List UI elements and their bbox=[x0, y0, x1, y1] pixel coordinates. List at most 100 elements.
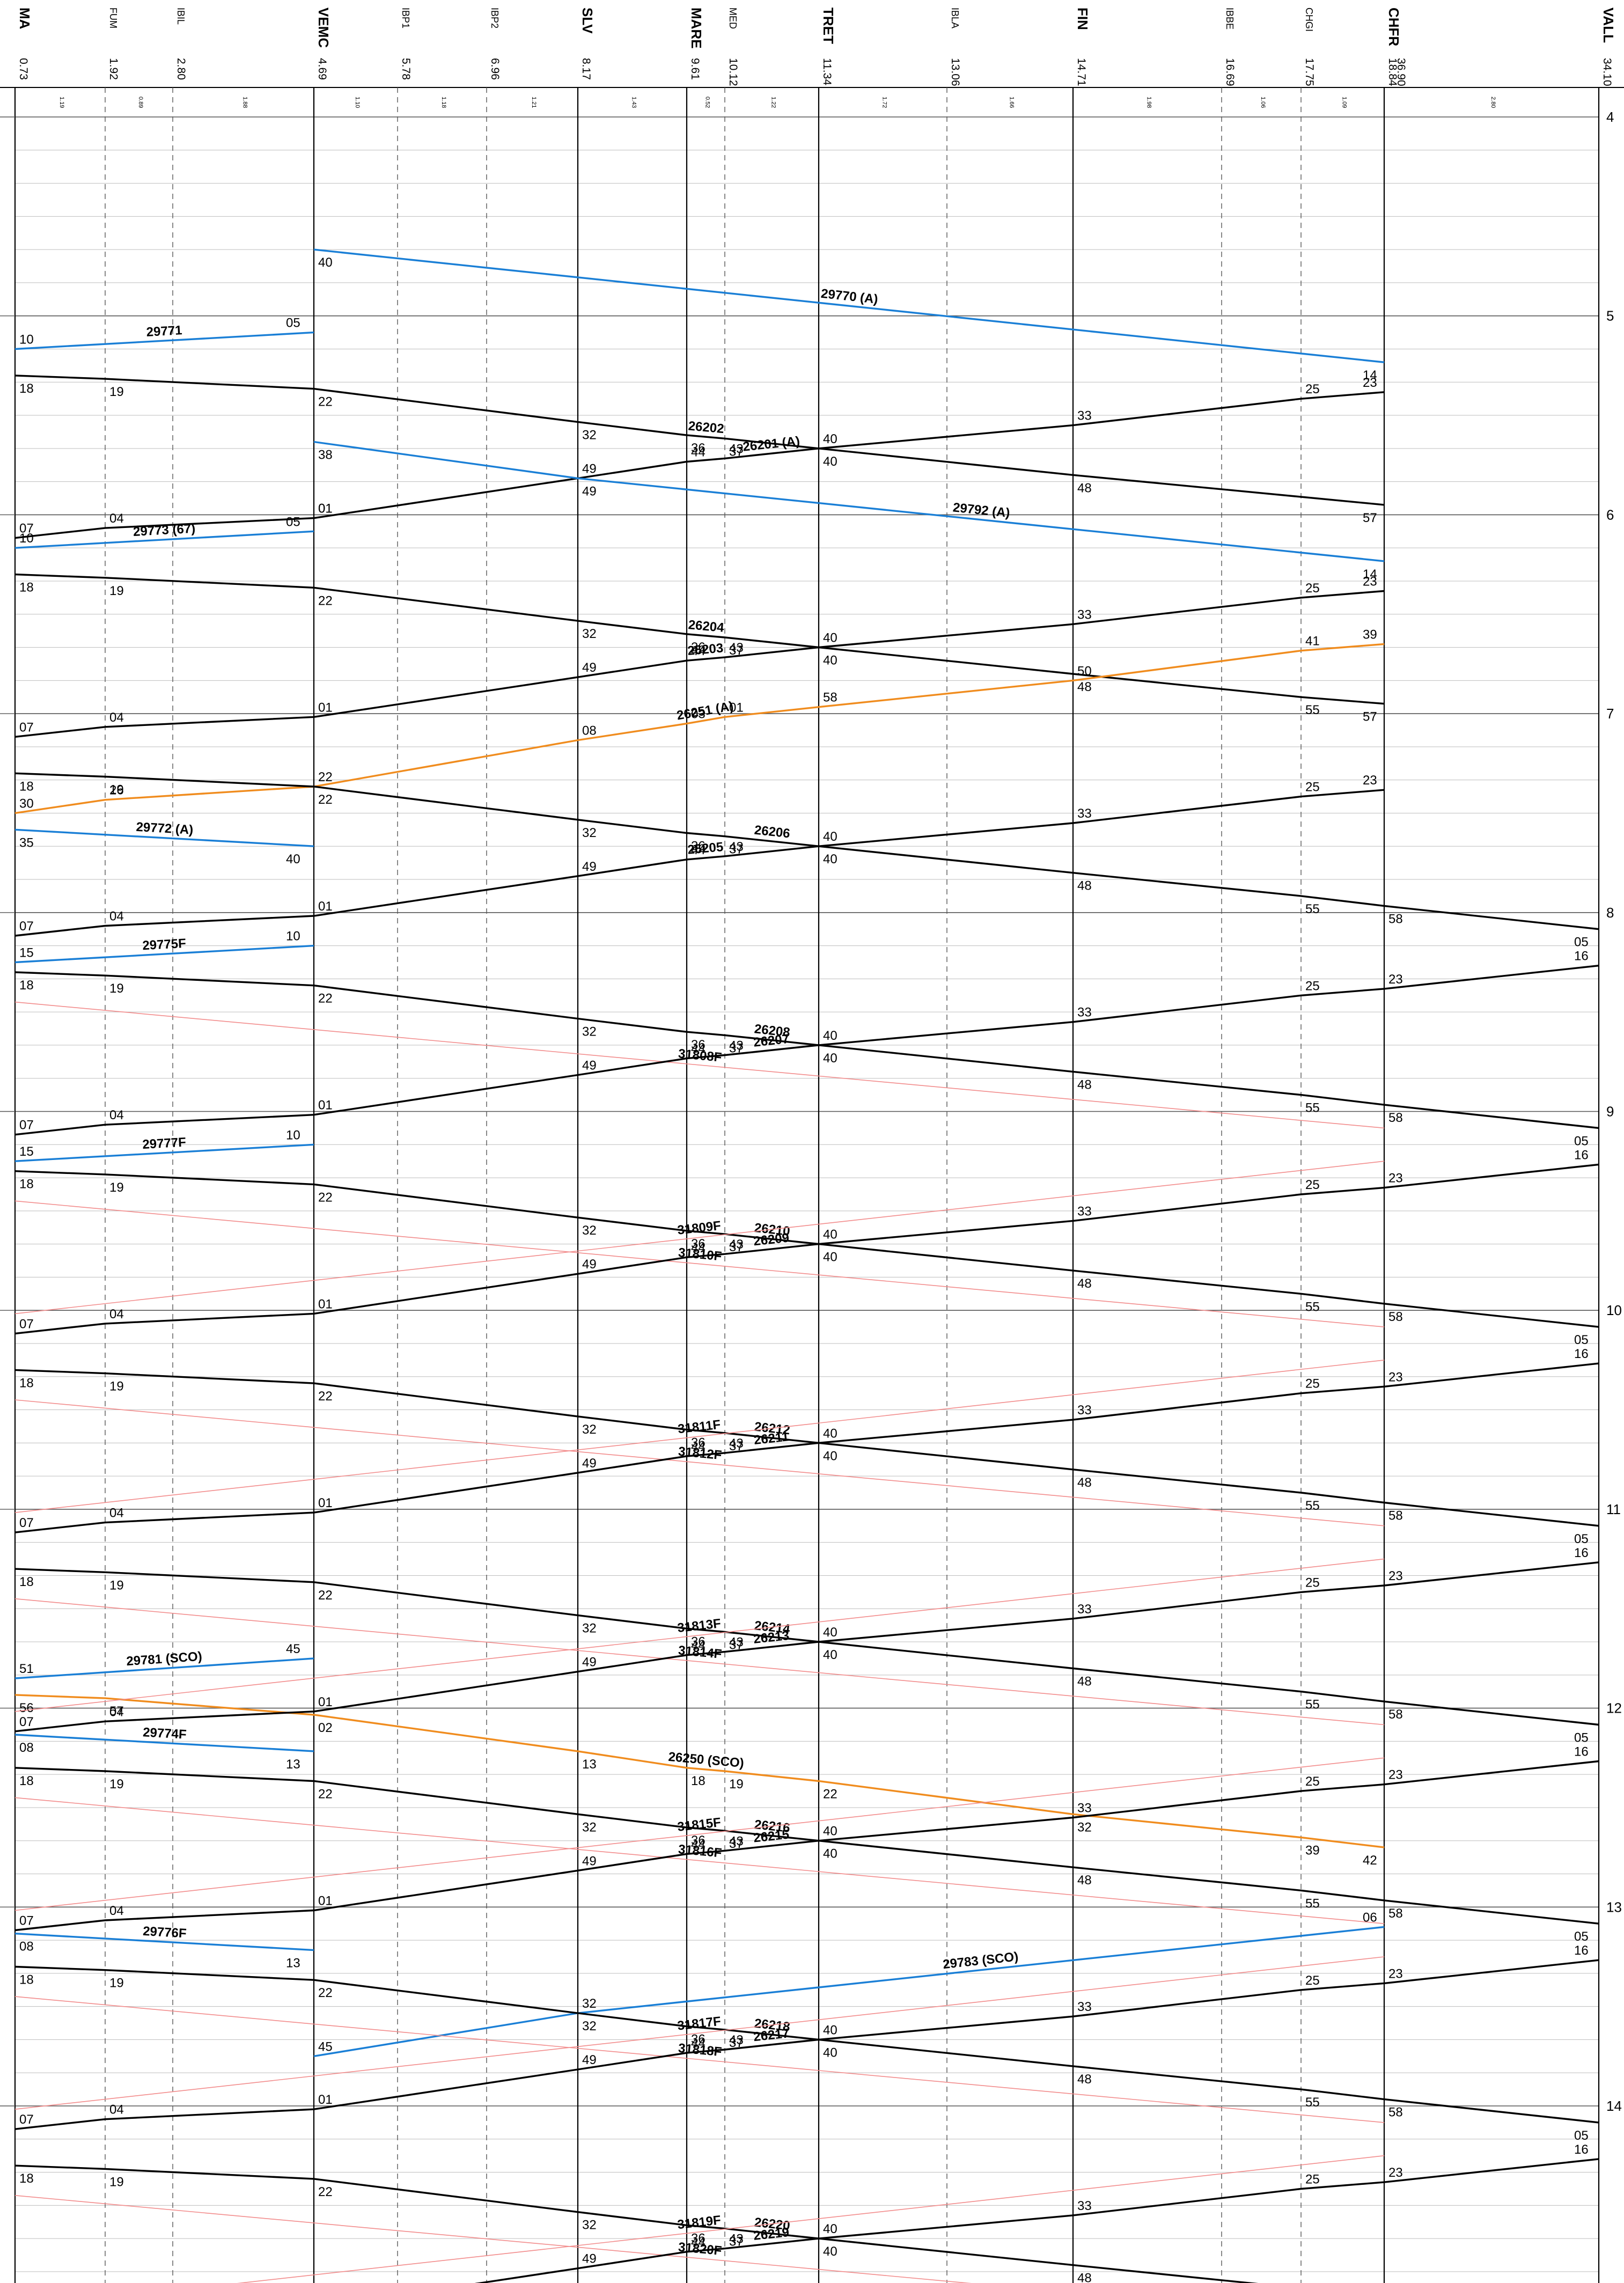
train-path bbox=[14, 1161, 1385, 1315]
time-label: 06 bbox=[1363, 1910, 1377, 1925]
station-km: 18.84 bbox=[1386, 58, 1399, 86]
time-label: 40 bbox=[823, 654, 837, 668]
station-km: 34.10 bbox=[1601, 58, 1613, 86]
time-label: 44 bbox=[691, 843, 706, 857]
time-label: 19 bbox=[109, 782, 124, 797]
time-label: 16 bbox=[1574, 949, 1589, 964]
train-number: 26205 bbox=[687, 840, 724, 857]
time-label: 40 bbox=[823, 2244, 837, 2259]
time-label: 07 bbox=[19, 720, 34, 735]
time-label: 44 bbox=[691, 2235, 706, 2250]
train-26217: 07 04 01 49 44 43 40 33 25 23 16 26217 bbox=[14, 1943, 1599, 2130]
time-label: 32 bbox=[582, 428, 597, 442]
time-label: 04 bbox=[109, 1506, 124, 1521]
hour-label: 4 bbox=[1606, 109, 1614, 125]
time-label: 33 bbox=[1077, 1602, 1092, 1617]
time-label: 05 bbox=[1574, 2128, 1589, 2143]
time-label: 19 bbox=[109, 1379, 124, 1394]
train-31816f: 31816F bbox=[14, 1797, 1385, 1924]
train-path bbox=[14, 789, 1385, 937]
time-label: 35 bbox=[19, 835, 34, 850]
time-label: 18 bbox=[19, 1575, 34, 1589]
station-km: 4.69 bbox=[316, 58, 328, 80]
time-label: 36 bbox=[691, 1833, 706, 1848]
time-label: 58 bbox=[1388, 1111, 1403, 1125]
time-label: 40 bbox=[823, 1824, 837, 1839]
station-km: 9.61 bbox=[689, 58, 701, 80]
station-name: IBLA bbox=[950, 8, 960, 28]
time-label: 19 bbox=[109, 1180, 124, 1195]
time-label: 40 bbox=[823, 2023, 837, 2037]
time-label: 48 bbox=[1077, 879, 1092, 893]
time-label: 23 bbox=[1388, 1370, 1403, 1384]
train-number: 31815F bbox=[677, 1815, 722, 1834]
time-label: 07 bbox=[19, 2112, 34, 2127]
segment-length: 1.18 bbox=[440, 97, 447, 108]
time-label: 15 bbox=[19, 945, 34, 960]
time-label: 43 bbox=[729, 1436, 744, 1451]
time-label: 57 bbox=[1363, 710, 1377, 724]
train-number: 26207 bbox=[753, 1032, 790, 1050]
time-label: 05 bbox=[1574, 1134, 1589, 1148]
station-km: 8.17 bbox=[580, 58, 592, 80]
train-number: 31817F bbox=[677, 2014, 722, 2034]
station-km: 2.80 bbox=[175, 58, 187, 80]
time-label: 40 bbox=[823, 852, 837, 867]
segment-length: 1.66 bbox=[1009, 97, 1015, 108]
time-label: 10 bbox=[286, 1128, 300, 1142]
train-number: 26219 bbox=[753, 2225, 790, 2243]
time-label: 01 bbox=[318, 700, 333, 715]
train-number: 29783 (SCO) bbox=[942, 1949, 1019, 1972]
segment-length: 1.10 bbox=[354, 97, 361, 108]
time-label: 25 bbox=[1305, 2172, 1320, 2186]
time-label: 39 bbox=[1363, 627, 1377, 642]
train-26207: 07 04 01 49 44 43 40 33 25 23 16 26207 bbox=[14, 949, 1599, 1136]
train-path bbox=[14, 1965, 1599, 2124]
train-path bbox=[14, 1956, 1385, 2110]
train-path bbox=[14, 1760, 1599, 1932]
time-label: 55 bbox=[1305, 1499, 1320, 1513]
time-label: 04 bbox=[109, 1705, 124, 1719]
time-label: 58 bbox=[1388, 2105, 1403, 2120]
segment-length: 1.06 bbox=[1260, 97, 1266, 108]
train-number: 29776F bbox=[143, 1924, 187, 1941]
time-label: 16 bbox=[1574, 1744, 1589, 1759]
time-label: 49 bbox=[582, 1059, 597, 1073]
time-label: 18 bbox=[19, 581, 34, 595]
time-label: 23 bbox=[1363, 575, 1377, 589]
time-label: 04 bbox=[109, 1108, 124, 1122]
time-label: 08 bbox=[19, 1741, 34, 1755]
time-label: 18 bbox=[19, 1973, 34, 1987]
time-label: 55 bbox=[1305, 902, 1320, 916]
train-number: 31809F bbox=[677, 1218, 722, 1238]
time-label: 25 bbox=[1305, 581, 1320, 596]
time-label: 33 bbox=[1077, 2199, 1092, 2213]
time-label: 48 bbox=[1077, 1475, 1092, 1490]
time-label: 07 bbox=[19, 1914, 34, 1928]
time-label: 55 bbox=[1305, 2095, 1320, 2110]
station-km: 6.96 bbox=[489, 58, 501, 80]
time-label: 36 bbox=[691, 441, 706, 456]
train-path bbox=[14, 517, 314, 539]
train-29772-a: 35 40 29772 (A) bbox=[14, 820, 314, 867]
train-number: 26215 bbox=[753, 1827, 790, 1846]
time-label: 49 bbox=[582, 2053, 597, 2067]
train-path bbox=[14, 331, 314, 350]
station-name: MARE bbox=[688, 8, 704, 49]
time-label: 32 bbox=[582, 2218, 597, 2233]
train-number: 29772 (A) bbox=[136, 820, 194, 838]
time-label: 42 bbox=[1363, 1853, 1377, 1868]
train-number: 26206 bbox=[754, 823, 791, 841]
time-label: 49 bbox=[582, 1655, 597, 1670]
train-31811f: 31811F bbox=[14, 1360, 1385, 1513]
train-26220: 181922323637404855580526220 bbox=[14, 2164, 1259, 2283]
hour-label: 7 bbox=[1606, 706, 1614, 722]
time-label: 33 bbox=[1077, 1204, 1092, 1218]
time-label: 22 bbox=[318, 992, 333, 1006]
time-label: 32 bbox=[582, 1025, 597, 1039]
time-label: 02 bbox=[318, 1721, 333, 1735]
train-number: 26204 bbox=[688, 618, 725, 635]
